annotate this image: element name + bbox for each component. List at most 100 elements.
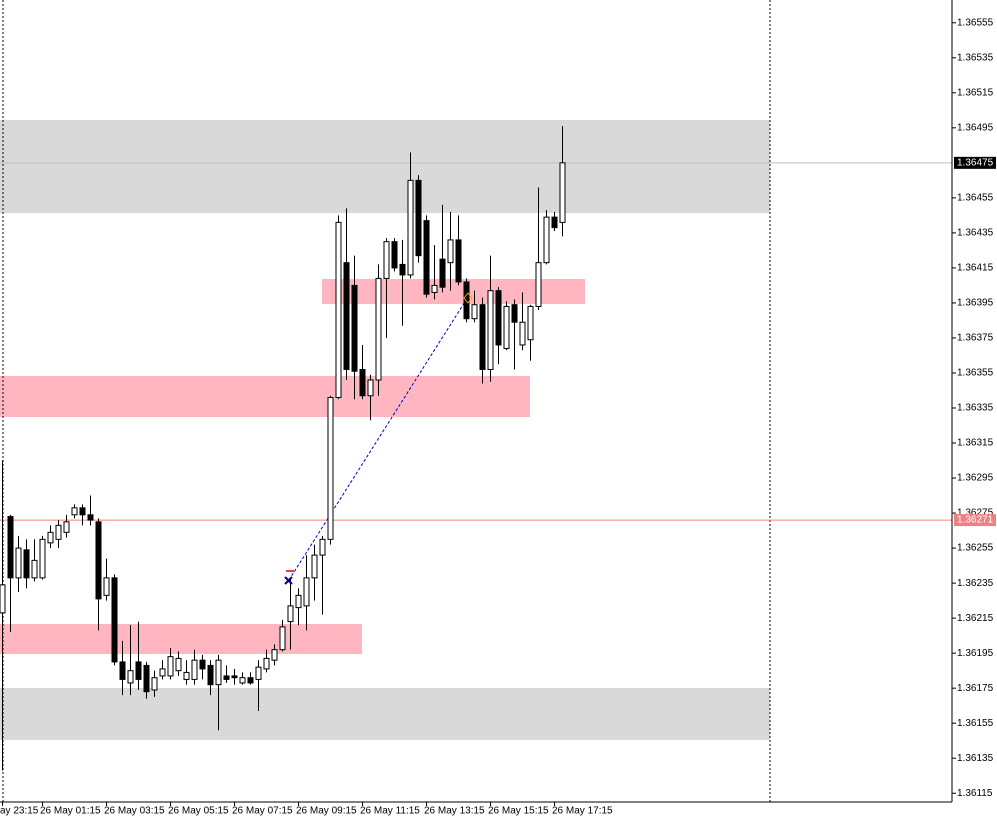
candle-body (63, 521, 70, 533)
candle-body (255, 666, 262, 680)
candle-body (87, 514, 94, 521)
candle-body (159, 668, 166, 677)
y-tick-label: 1.36495 (957, 122, 994, 133)
candle-body (231, 675, 238, 679)
candle-body (31, 559, 38, 579)
candle-body (535, 262, 542, 307)
candle-body (167, 656, 174, 677)
candle-body (415, 179, 422, 257)
candle-body (7, 516, 14, 579)
demand-zone (0, 688, 770, 740)
candle-body (407, 179, 414, 276)
candle-body (191, 659, 198, 680)
candle-body (311, 554, 318, 579)
candle-body (335, 221, 342, 398)
y-tick-label: 1.36135 (957, 753, 994, 764)
y-tick-label: 1.36295 (957, 473, 994, 484)
candle-body (143, 664, 150, 693)
exit-marker (463, 292, 473, 304)
y-tick-label: 1.36355 (957, 368, 994, 379)
candle-body (383, 241, 390, 279)
candle-body (479, 304, 486, 370)
candle-body (511, 304, 518, 323)
bid-label-box (954, 156, 996, 169)
x-tick-label: 26 May 15:15 (488, 806, 549, 817)
y-tick-label: 1.36315 (957, 438, 994, 449)
candle-body (455, 239, 462, 283)
zone (0, 624, 362, 654)
candle-body (215, 659, 222, 686)
candle-body (431, 284, 438, 293)
candle-body (367, 379, 374, 397)
y-tick-label: 1.36535 (957, 52, 994, 63)
candle-body (343, 262, 350, 370)
candle-body (247, 677, 254, 684)
zone (322, 279, 585, 304)
candle-body (223, 675, 230, 680)
x-tick-label: 26 May 01:15 (40, 806, 101, 817)
candle-body (287, 605, 294, 623)
candle-body (95, 521, 102, 600)
candle-body (503, 305, 510, 349)
candle-body (175, 657, 182, 672)
candle-body (103, 577, 110, 596)
candle-body (263, 657, 270, 670)
y-tick-label: 1.36455 (957, 193, 994, 204)
y-tick-label: 1.36235 (957, 578, 994, 589)
candle-body (71, 507, 78, 516)
candle-body (127, 670, 134, 684)
x-tick-label: ay 23:15 (0, 806, 39, 817)
candle-body (391, 241, 398, 269)
candle-body (447, 239, 454, 264)
y-tick-label: 1.36115 (957, 788, 993, 799)
y-tick-label: 1.36335 (957, 403, 994, 414)
y-tick-label: 1.36375 (957, 333, 994, 344)
candle-body (551, 216, 558, 229)
candle-body (55, 524, 62, 540)
candle-body (487, 290, 494, 370)
candle-body (207, 664, 214, 686)
candle-body (39, 538, 46, 579)
candle-body (559, 162, 566, 223)
x-tick-label: 26 May 13:15 (424, 806, 485, 817)
candle-body (183, 671, 190, 680)
y-tick-label: 1.36275 (957, 508, 994, 519)
y-tick-label: 1.36195 (957, 648, 994, 659)
candle-body (543, 216, 550, 264)
entry-marker (284, 576, 293, 585)
candle-body (303, 577, 310, 607)
x-tick-label: 26 May 09:15 (296, 806, 357, 817)
candle-body (111, 577, 118, 663)
x-tick-label: 26 May 11:15 (360, 806, 420, 817)
y-tick-label: 1.36215 (957, 613, 994, 624)
candle-body (295, 594, 302, 609)
candle-body (359, 368, 366, 397)
candle-body (319, 538, 326, 556)
candle-body (351, 284, 358, 372)
y-tick-label: 1.36155 (957, 718, 994, 729)
candle-body (399, 263, 406, 276)
trade-line (288, 296, 469, 581)
supply-zone (0, 120, 770, 213)
x-tick-label: 26 May 05:15 (168, 806, 229, 817)
candle-body (375, 277, 382, 381)
candle-body (119, 661, 126, 680)
y-tick-label: 1.36435 (957, 228, 994, 239)
candle-body (495, 290, 502, 346)
y-tick-label: 1.36255 (957, 543, 994, 554)
candle-body (47, 531, 54, 544)
x-tick-label: 26 May 17:15 (552, 806, 613, 817)
x-tick-label: 26 May 07:15 (232, 806, 293, 817)
y-tick-label: 1.36415 (957, 263, 994, 274)
axis-labels: 1.36555 1.36535 1.36515 1.36495 1.36455 1.364… (0, 17, 996, 817)
x-tick-label: 26 May 03:15 (104, 806, 165, 817)
bid-label: 1.36475 (957, 157, 994, 168)
candle-body (463, 281, 470, 320)
level-label-box (954, 514, 996, 527)
candle-body (271, 649, 278, 661)
candles (0, 126, 566, 771)
candle-body (527, 305, 534, 341)
price-lines (0, 162, 952, 521)
candle-body (135, 661, 142, 680)
